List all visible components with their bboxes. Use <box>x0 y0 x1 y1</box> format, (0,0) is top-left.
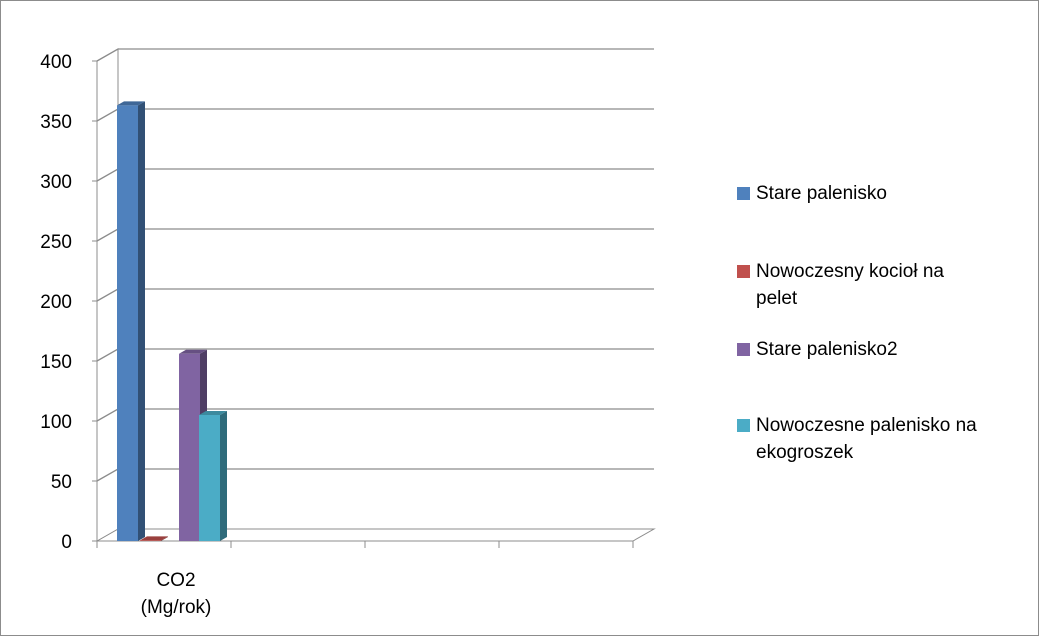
x-category-label: CO2 <box>156 570 195 591</box>
legend-label: Stare palenisko2 <box>756 339 898 360</box>
bar-front <box>117 105 138 542</box>
bar-side <box>220 411 227 541</box>
legend-swatch <box>737 187 750 200</box>
bar-front <box>199 415 220 541</box>
legend-item-nowoczesne-palenisko: Nowoczesne palenisko na ekogroszek <box>737 412 1039 466</box>
legend-swatch <box>737 419 750 432</box>
gridline <box>96 48 654 62</box>
y-tick-label: 0 <box>61 532 72 553</box>
bar-top <box>199 411 227 415</box>
legend-swatch <box>737 265 750 278</box>
bar-top <box>179 349 207 354</box>
bar-front <box>140 540 161 541</box>
bar-side <box>161 536 168 541</box>
y-tick-label: 50 <box>51 472 72 493</box>
y-tick-label: 200 <box>40 292 72 313</box>
legend-item-stare-palenisko2: Stare palenisko2 <box>737 336 1039 363</box>
y-tick-label: 350 <box>40 112 72 133</box>
legend-item-stare-palenisko: Stare palenisko <box>737 180 1039 207</box>
y-tick-label: 150 <box>40 352 72 373</box>
y-tick-label: 100 <box>40 412 72 433</box>
bar-1 <box>117 101 145 542</box>
legend-swatch <box>737 343 750 356</box>
axis-labels: 0 50 100 150 200 250 300 350 400 CO2 (Mg/rok) <box>40 52 211 618</box>
y-tick-label: 400 <box>40 52 72 73</box>
bar-side <box>138 101 145 542</box>
legend-item-nowoczesny-kociol: Nowoczesny kocioł na pelet <box>737 258 946 312</box>
y-tick-label: 250 <box>40 232 72 253</box>
x-category-label: (Mg/rok) <box>141 597 212 618</box>
y-tick-label: 300 <box>40 172 72 193</box>
bar-top <box>117 101 145 106</box>
bar-top <box>140 536 168 541</box>
legend-label: Nowoczesne palenisko na ekogroszek <box>756 415 977 463</box>
bar-2 <box>140 536 168 541</box>
bar-4 <box>199 411 227 541</box>
bars <box>117 101 227 542</box>
legend-label: Nowoczesny kocioł na pelet <box>756 261 944 309</box>
legend-label: Stare palenisko <box>756 183 887 204</box>
bar-front <box>179 353 200 541</box>
